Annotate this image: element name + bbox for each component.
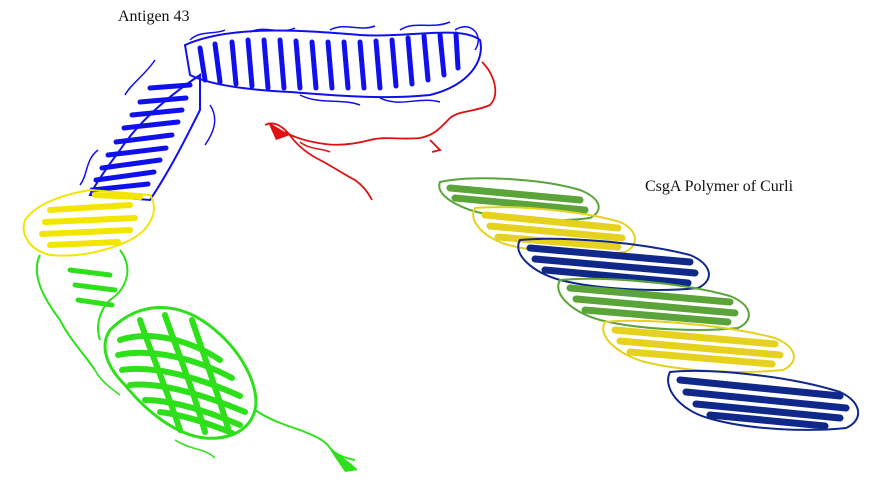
- antigen43-red-region: [264, 61, 497, 201]
- antigen43-blue-region: [79, 21, 482, 202]
- csga-polymer-label: CsgA Polymer of Curli: [645, 178, 794, 195]
- csga-segment-blue-2: [667, 370, 859, 431]
- csga-segment-yellow-1: [472, 206, 636, 255]
- csga-segment-yellow-2: [602, 319, 795, 373]
- csga-polymer-structure: [438, 177, 859, 431]
- csga-segment-green-1: [438, 177, 600, 222]
- antigen43-yellow-region: [22, 188, 155, 257]
- antigen43-label: Antigen 43: [118, 8, 190, 25]
- antigen43-structure: [22, 21, 497, 472]
- csga-segment-green-2: [557, 277, 750, 331]
- antigen43-green-region: [35, 249, 358, 472]
